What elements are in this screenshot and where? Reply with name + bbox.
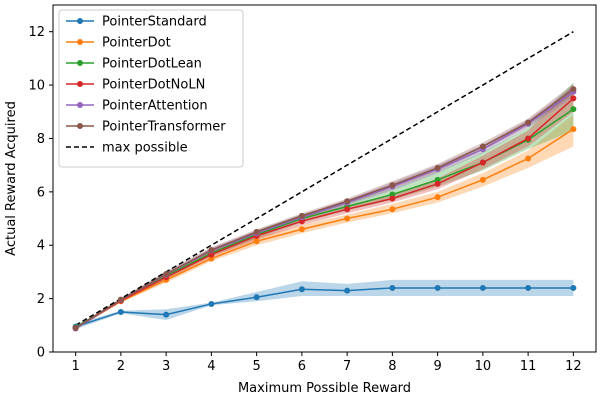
legend-marker-pointertransformer [77,123,83,129]
y-tick-label: 6 [37,185,45,200]
pointerstandard-point [163,311,170,318]
pointerdotnoln-point [389,195,396,202]
x-tick-label: 8 [388,359,396,374]
legend-label-pointerdotlean: PointerDotLean [102,57,202,72]
pointerstandard-point [298,286,305,293]
pointerdot-point [570,126,577,133]
pointertransformer-band [75,83,574,330]
pointerstandard-line [75,287,574,328]
pointerdotnoln-line [75,97,574,329]
pointerdotnoln-point [344,206,351,213]
pointerstandard-point [389,284,396,291]
x-tick-label: 10 [475,359,492,374]
pointerstandard-point [208,300,215,307]
pointerstandard-point [344,287,351,294]
x-tick-label: 2 [117,359,125,374]
pointerdotnoln-point [434,180,441,187]
legend-label-pointerattention: PointerAttention [102,99,208,114]
pointertransformer-point [208,247,215,254]
pointerdot-point [525,155,532,162]
pointerdot-point [253,238,260,245]
pointertransformer-point [479,143,486,150]
pointerdot-point [434,194,441,201]
y-tick-label: 0 [37,346,45,361]
series-lines [75,31,574,330]
pointerstandard-point [434,284,441,291]
legend-label-pointertransformer: PointerTransformer [102,120,226,135]
legend-label-pointerdotnoln: PointerDotNoLN [102,78,205,93]
y-tick-label: 2 [37,292,45,307]
legend-marker-pointerstandard [77,18,83,24]
legend: PointerStandard PointerDot PointerDotLean P… [58,9,244,168]
pointertransformer-point [389,182,396,189]
legend-marker-pointerdotnoln [77,81,83,87]
pointerdot-band [75,114,574,330]
pointerstandard-point [117,308,124,315]
y-tick-label: 8 [37,132,45,147]
plot-frame [52,4,597,353]
pointertransformer-point [253,228,260,235]
legend-marker-pointerattention [77,102,83,108]
pointerdotnoln-point [525,135,532,142]
y-tick-label: 4 [37,239,45,254]
pointertransformer-point [163,271,170,278]
pointerdotlean-point [570,106,577,113]
y-tick-label: 10 [28,79,45,94]
y-tick-label: 12 [28,25,45,40]
legend-box [58,9,244,168]
legend-label-pointerstandard: PointerStandard [102,15,207,30]
x-axis-label: Maximum Possible Reward [238,381,411,396]
pointertransformer-point [344,198,351,205]
legend-label-max-possible: max possible [102,141,188,156]
pointerstandard-point [570,284,577,291]
pointertransformer-point [298,212,305,219]
pointerstandard-point [525,284,532,291]
pointerdot-point [389,206,396,213]
x-tick-label: 11 [520,359,537,374]
pointertransformer-point [525,119,532,126]
series-markers [72,86,577,332]
y-axis-label: Actual Reward Acquired [4,101,19,256]
legend-marker-pointerdotlean [77,60,83,66]
pointerstandard-point [253,294,260,301]
pointerdotnoln-point [479,159,486,166]
pointerstandard-band [75,279,574,330]
pointertransformer-line [75,88,574,329]
pointerdot-point [344,215,351,222]
pointertransformer-point [72,324,79,331]
pointertransformer-point [117,296,124,303]
x-tick-label: 7 [343,359,351,374]
x-tick-label: 1 [71,359,79,374]
x-tick-label: 6 [298,359,306,374]
x-tick-label: 4 [207,359,215,374]
pointerstandard-point [479,284,486,291]
pointerdot-line [75,128,574,329]
x-tick-label: 5 [252,359,260,374]
pointerdot-point [298,226,305,233]
pointertransformer-point [434,164,441,171]
x-tick-label: 3 [162,359,170,374]
x-tick-label: 9 [433,359,441,374]
x-tick-label: 12 [565,359,582,374]
max-possible-line [75,31,574,326]
y-axis-ticks: 0 2 4 6 8 10 12 [28,25,53,361]
pointerdot-point [479,176,486,183]
legend-label-pointerdot: PointerDot [102,36,171,51]
legend-marker-pointerdot [77,39,83,45]
x-axis-ticks: 1 2 3 4 5 6 7 8 9 10 11 12 [71,352,582,374]
pointertransformer-point [570,86,577,93]
pointerdotnoln-point [570,95,577,102]
